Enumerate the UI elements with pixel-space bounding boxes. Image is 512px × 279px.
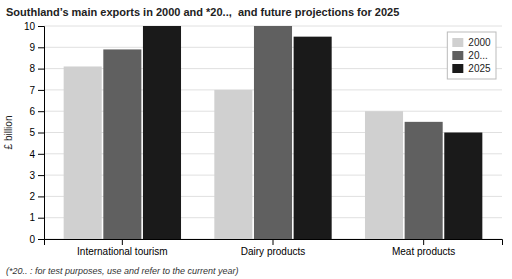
tick-mark: [38, 90, 44, 91]
tick-label: 3: [29, 170, 35, 181]
chart: Southland’s main exports in 2000 and *20…: [0, 0, 512, 279]
tick-mark: [122, 239, 123, 245]
tick-label: Dairy products: [241, 246, 305, 257]
tick-label: 10: [24, 21, 36, 32]
bar: [214, 90, 252, 239]
tick: 6: [29, 106, 44, 117]
bar: [405, 122, 443, 239]
x-axis: International tourism Dairy products Meat …: [45, 239, 503, 257]
title: Southland’s main exports in 2000 and *20…: [6, 6, 399, 18]
tick: 5: [29, 127, 44, 138]
tick-mark: [38, 133, 44, 134]
tick-mark: [38, 175, 44, 176]
tick: Dairy products: [241, 239, 305, 257]
tick-label: International tourism: [77, 246, 168, 257]
bar-series: [143, 26, 482, 239]
footnote: (*20.. : for test purposes, use and refe…: [6, 266, 239, 276]
tick-mark: [38, 154, 44, 155]
legend-item: 20...: [452, 50, 487, 61]
tick: 0: [29, 234, 44, 245]
tick-label: 1: [29, 212, 35, 223]
bar: [254, 26, 292, 239]
bars: [64, 26, 483, 239]
tick: 3: [29, 170, 44, 181]
tick-label: Meat products: [392, 246, 455, 257]
legend-label: 2025: [468, 63, 491, 74]
tick-label: 8: [29, 63, 35, 74]
bar: [294, 37, 332, 239]
tick: 1: [29, 212, 44, 223]
tick-mark: [273, 239, 274, 245]
tick: 7: [29, 85, 44, 96]
tick-label: 7: [29, 85, 35, 96]
legend: 2000 20... 2025: [447, 32, 496, 79]
legend-swatch: [452, 38, 463, 47]
tick-mark: [38, 47, 44, 48]
tick-mark: [38, 239, 44, 240]
tick-label: 4: [29, 149, 35, 160]
axis-title: £ billion: [3, 116, 14, 150]
tick-label: 5: [29, 127, 35, 138]
legend-item: 2025: [452, 63, 491, 74]
axis-line: [45, 240, 503, 246]
legend-swatch: [452, 64, 463, 73]
bar: [103, 49, 141, 239]
y-axis: 0 1 2 3 4 5 6 7 8 9 10: [24, 21, 45, 245]
bar: [444, 133, 482, 240]
bar-series: [103, 26, 442, 239]
tick: 10: [24, 21, 44, 32]
tick-mark: [38, 196, 44, 197]
legend-frame: [447, 32, 496, 79]
tick-label: 6: [29, 106, 35, 117]
tick-label: 2: [29, 191, 35, 202]
legend-item: 2000: [452, 37, 491, 48]
tick: 8: [29, 63, 44, 74]
bar: [64, 66, 102, 239]
tick: 4: [29, 149, 44, 160]
tick-mark: [38, 111, 44, 112]
tick: 2: [29, 191, 44, 202]
tick: International tourism: [77, 239, 168, 257]
tick-mark: [38, 26, 44, 27]
axis-line: [38, 27, 45, 240]
legend-label: 20...: [468, 50, 487, 61]
tick-mark: [38, 218, 44, 219]
tick-mark: [38, 69, 44, 70]
legend-label: 2000: [468, 37, 491, 48]
tick-label: 0: [29, 234, 35, 245]
tick-label: 9: [29, 42, 35, 53]
bar: [143, 26, 181, 239]
tick: Meat products: [392, 239, 455, 257]
grid: [44, 26, 502, 239]
tick: 9: [29, 42, 44, 53]
tick-mark: [423, 239, 424, 245]
legend-swatch: [452, 51, 463, 60]
plot: 0 1 2 3 4 5 6 7 8 9 10 International tourism Dairy p…: [3, 21, 503, 257]
bar: [365, 111, 403, 239]
